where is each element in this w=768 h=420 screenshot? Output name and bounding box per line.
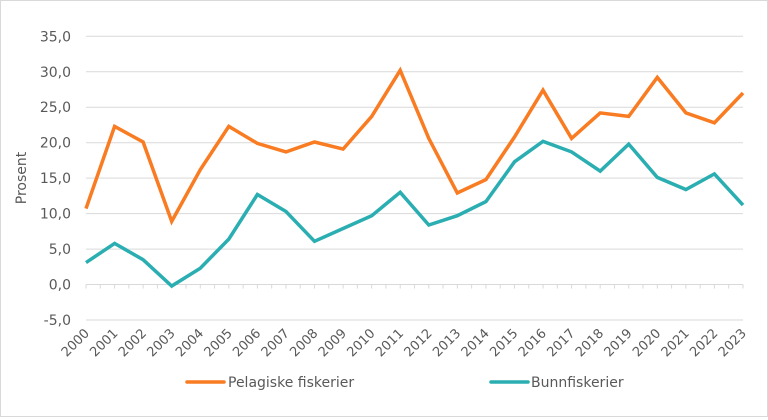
- x-tick-label: 2002: [116, 326, 150, 360]
- x-tick-label: 2022: [687, 326, 721, 360]
- x-tick-label: 2004: [173, 326, 207, 360]
- x-tick-label: 2006: [230, 326, 264, 360]
- y-tick-label: 30,0: [40, 65, 71, 81]
- data-series: [84, 66, 745, 289]
- x-tick-label: 2003: [145, 326, 179, 360]
- x-tick-label: 2020: [630, 326, 664, 360]
- series-line-pelagiske: [84, 66, 745, 226]
- x-tick-label: 2000: [59, 326, 93, 360]
- y-tick-label: 5,0: [49, 242, 71, 258]
- x-tick-label: 2018: [573, 326, 607, 360]
- x-tick-label: 2011: [373, 326, 407, 360]
- x-tick-label: 2023: [716, 326, 750, 360]
- x-tick-label: 2015: [487, 326, 521, 360]
- x-axis: [85, 284, 744, 289]
- y-tick-label: 25,0: [40, 100, 71, 116]
- x-tick-label: 2016: [516, 326, 550, 360]
- y-axis-tick-labels: 35,0 30,0 25,0 20,0 15,0 10,0 5,0 0,0 -5,0: [40, 29, 71, 329]
- x-tick-label: 2007: [259, 326, 293, 360]
- legend-label: Pelagiske fiskerier: [228, 375, 354, 391]
- x-tick-label: 2017: [544, 326, 578, 360]
- legend: Pelagiske fiskerier Bunnfiskerier: [185, 375, 624, 391]
- x-tick-label: 2012: [402, 326, 436, 360]
- x-tick-label: 2014: [459, 326, 493, 360]
- legend-item-bunnfiskerier[interactable]: Bunnfiskerier: [489, 375, 624, 391]
- y-tick-label: 0,0: [49, 278, 71, 294]
- series-line-bunnfiskerier: [85, 139, 745, 289]
- x-tick-label: 2009: [316, 326, 350, 360]
- x-tick-label: 2001: [87, 326, 121, 360]
- x-tick-label: 2005: [202, 326, 236, 360]
- x-tick-label: 2010: [344, 326, 378, 360]
- x-tick-label: 2021: [659, 326, 693, 360]
- y-tick-label: -5,0: [44, 313, 71, 329]
- legend-item-pelagiske[interactable]: Pelagiske fiskerier: [185, 375, 354, 391]
- legend-label: Bunnfiskerier: [531, 375, 624, 391]
- x-tick-label: 2008: [287, 326, 321, 360]
- y-tick-label: 35,0: [40, 29, 71, 45]
- y-axis-title: Prosent: [14, 151, 30, 204]
- y-tick-label: 20,0: [40, 136, 71, 152]
- x-tick-label: 2013: [430, 326, 464, 360]
- x-tick-label: 2019: [602, 326, 636, 360]
- x-axis-tick-labels: 2000200120022003200420052006200720082009…: [59, 326, 750, 360]
- y-tick-label: 10,0: [40, 207, 71, 223]
- y-tick-label: 15,0: [40, 171, 71, 187]
